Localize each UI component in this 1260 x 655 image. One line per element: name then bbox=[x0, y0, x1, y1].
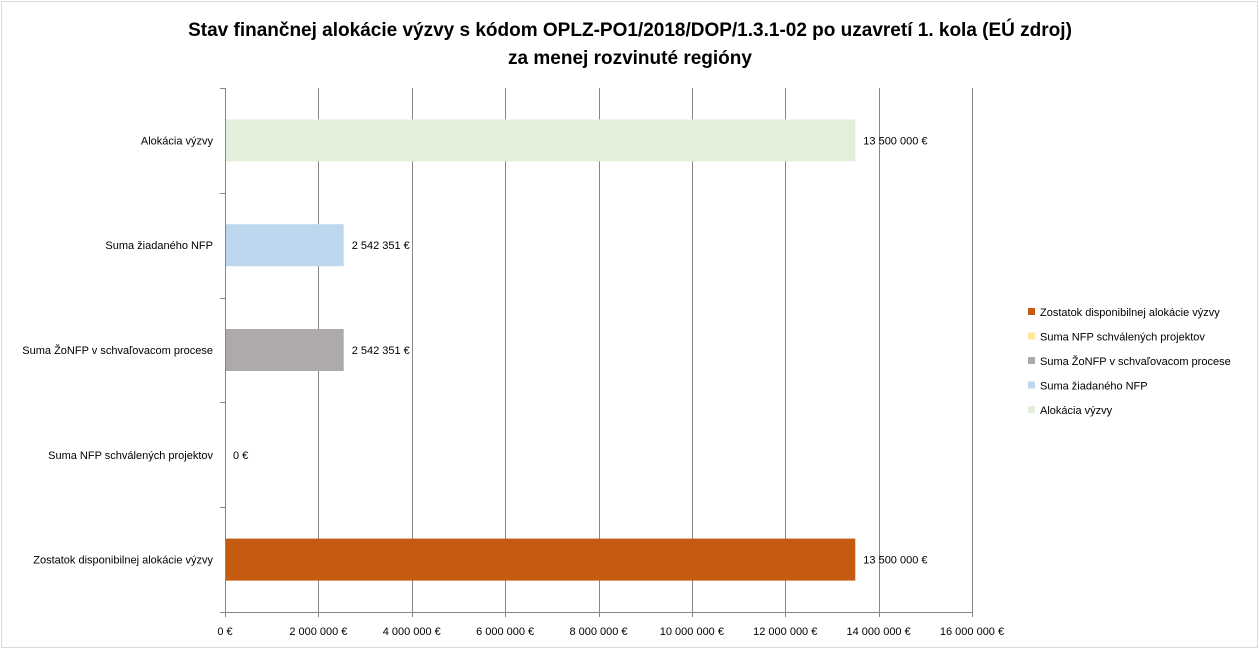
x-tick-label: 4 000 000 € bbox=[383, 626, 441, 638]
x-tick-label: 8 000 000 € bbox=[569, 626, 627, 638]
chart-subtitle: za menej rozvinuté regióny bbox=[508, 48, 752, 69]
category-label: Zostatok disponibilnej alokácie výzvy bbox=[33, 555, 213, 567]
data-label: 0 € bbox=[233, 450, 248, 462]
x-tick-label: 6 000 000 € bbox=[476, 626, 534, 638]
legend-label: Alokácia výzvy bbox=[1040, 405, 1113, 417]
legend-label: Suma NFP schválených projektov bbox=[1040, 332, 1205, 344]
x-tick-label: 2 000 000 € bbox=[289, 626, 347, 638]
legend-label: Suma ŽoNFP v schvaľovacom procese bbox=[1040, 355, 1231, 368]
legend-label: Suma žiadaného NFP bbox=[1040, 381, 1148, 393]
legend-label: Zostatok disponibilnej alokácie výzvy bbox=[1040, 307, 1220, 319]
axes bbox=[220, 88, 973, 617]
data-label: 13 500 000 € bbox=[863, 555, 927, 567]
legend: Zostatok disponibilnej alokácie výzvy Sum… bbox=[1028, 307, 1231, 417]
category-label: Suma NFP schválených projektov bbox=[48, 450, 213, 462]
category-label: Suma žiadaného NFP bbox=[105, 240, 213, 252]
x-tick-label: 0 € bbox=[217, 626, 232, 638]
x-tick-label: 10 000 000 € bbox=[660, 626, 724, 638]
x-tick-label: 16 000 000 € bbox=[940, 626, 1004, 638]
bars bbox=[226, 119, 856, 581]
bar bbox=[226, 119, 856, 162]
data-label: 2 542 351 € bbox=[352, 240, 410, 252]
data-label: 2 542 351 € bbox=[352, 345, 410, 357]
bar bbox=[226, 538, 856, 581]
labels: 0 € 2 000 000 € 4 000 000 € 6 000 000 € 8 00… bbox=[22, 135, 1004, 638]
category-label: Suma ŽoNFP v schvaľovacom procese bbox=[22, 344, 213, 357]
legend-swatch bbox=[1028, 308, 1035, 315]
legend-swatch bbox=[1028, 332, 1035, 340]
legend-swatch bbox=[1028, 381, 1035, 389]
x-tick-label: 14 000 000 € bbox=[847, 626, 911, 638]
gridlines bbox=[318, 88, 973, 612]
legend-swatch bbox=[1028, 406, 1035, 413]
bar bbox=[226, 224, 344, 267]
legend-swatch bbox=[1028, 357, 1035, 364]
chart-title: Stav finančnej alokácie výzvy s kódom OP… bbox=[188, 19, 1072, 41]
data-label: 13 500 000 € bbox=[863, 135, 927, 147]
x-tick-label: 12 000 000 € bbox=[753, 626, 817, 638]
category-label: Alokácia výzvy bbox=[141, 135, 214, 147]
bar bbox=[226, 329, 344, 371]
